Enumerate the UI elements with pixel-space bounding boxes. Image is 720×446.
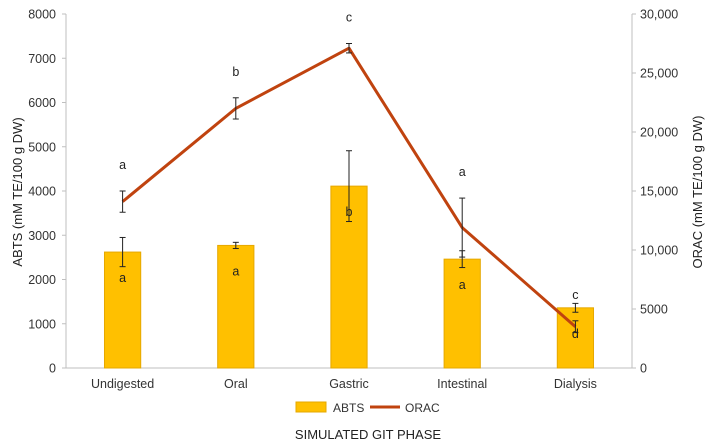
category-label: Intestinal: [437, 377, 487, 391]
category-label: Gastric: [329, 377, 369, 391]
abts-bar: [217, 244, 255, 369]
left-axis-label: ABTS (mM TE/100 g DW): [10, 117, 25, 266]
abts-bar: [443, 258, 481, 369]
left-tick-label: 1000: [28, 317, 56, 331]
abts-letter: d: [572, 327, 579, 341]
x-axis-label: SIMULATED GIT PHASE: [295, 427, 441, 442]
left-tick-label: 2000: [28, 273, 56, 287]
orac-letter: c: [346, 11, 352, 25]
abts-letter: a: [119, 271, 126, 285]
left-tick-label: 3000: [28, 229, 56, 243]
category-labels: Undigested Oral Gastric Intestinal Dialysis: [91, 377, 597, 391]
legend: ABTS ORAC: [295, 401, 440, 415]
category-label: Undigested: [91, 377, 154, 391]
orac-letter: a: [459, 165, 466, 179]
right-tick-label: 30,000: [640, 8, 678, 22]
right-tick-label: 25,000: [640, 67, 678, 81]
left-tick-label: 8000: [28, 8, 56, 22]
left-tick-label: 0: [49, 362, 56, 376]
right-tick-label: 10,000: [640, 244, 678, 258]
category-label: Dialysis: [554, 377, 597, 391]
right-tick-label: 20,000: [640, 126, 678, 140]
right-tick-label: 15,000: [640, 185, 678, 199]
left-tick-label: 4000: [28, 185, 56, 199]
orac-letter: b: [232, 65, 239, 79]
abts-error-bars: [119, 150, 579, 313]
left-tick-label: 5000: [28, 140, 56, 154]
abts-significance-letters: a a b a d: [119, 205, 579, 341]
left-axis-ticks: 0 1000 2000 3000 4000 5000 6000 7000 8000: [28, 8, 66, 376]
abts-letter: a: [232, 264, 239, 278]
left-tick-label: 7000: [28, 52, 56, 66]
orac-error-bars: [119, 43, 579, 334]
abts-letter: a: [459, 278, 466, 292]
category-label: Oral: [224, 377, 248, 391]
legend-label-orac: ORAC: [405, 401, 440, 415]
legend-swatch-abts: [295, 401, 327, 413]
orac-letter: a: [119, 158, 126, 172]
abts-bar: [103, 251, 142, 369]
right-axis-ticks: 0 5000 10,000 15,000 20,000 25,000 30,000: [632, 8, 678, 376]
orac-significance-letters: a b c a c: [119, 11, 578, 302]
right-axis-label: ORAC (mM TE/100 g DW): [690, 116, 705, 269]
abts-letter: b: [346, 205, 353, 219]
left-tick-label: 6000: [28, 96, 56, 110]
legend-label-abts: ABTS: [333, 401, 364, 415]
orac-letter: c: [572, 288, 578, 302]
right-tick-label: 5000: [640, 303, 668, 317]
right-tick-label: 0: [640, 362, 647, 376]
